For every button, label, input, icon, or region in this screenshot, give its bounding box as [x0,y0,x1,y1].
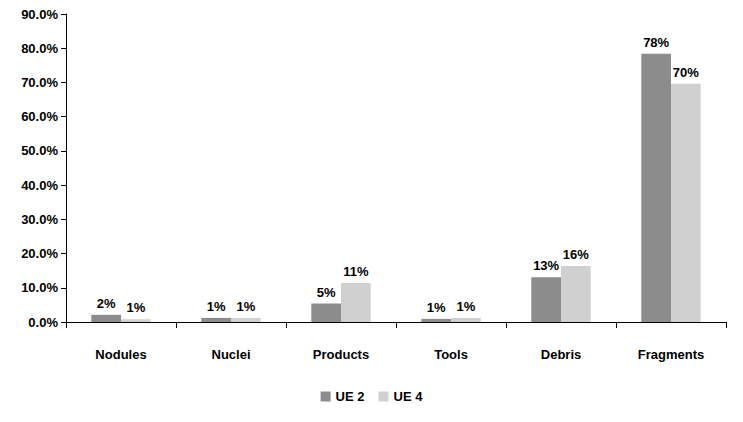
svg-text:Tools: Tools [434,347,468,362]
svg-text:1%: 1% [126,300,145,315]
svg-text:1%: 1% [456,299,475,314]
svg-text:5%: 5% [317,285,336,300]
svg-text:UE 2: UE 2 [336,389,365,404]
svg-text:2%: 2% [97,296,116,311]
svg-text:Nuclei: Nuclei [211,347,250,362]
svg-text:90.0%: 90.0% [21,7,58,22]
svg-text:70.0%: 70.0% [21,75,58,90]
svg-text:10.0%: 10.0% [21,280,58,295]
svg-text:Fragments: Fragments [638,347,704,362]
svg-text:20.0%: 20.0% [21,246,58,261]
svg-text:1%: 1% [427,300,446,315]
svg-text:0.0%: 0.0% [28,315,58,330]
svg-text:Products: Products [313,347,369,362]
svg-text:Debris: Debris [541,347,581,362]
svg-text:13%: 13% [533,258,559,273]
svg-text:60.0%: 60.0% [21,109,58,124]
svg-text:1%: 1% [207,299,226,314]
svg-text:50.0%: 50.0% [21,143,58,158]
svg-text:Nodules: Nodules [95,347,146,362]
svg-text:1%: 1% [236,299,255,314]
svg-text:40.0%: 40.0% [21,178,58,193]
svg-text:11%: 11% [343,264,369,279]
svg-text:70%: 70% [673,65,699,80]
svg-text:80.0%: 80.0% [21,41,58,56]
svg-text:78%: 78% [643,35,669,50]
svg-text:30.0%: 30.0% [21,212,58,227]
svg-text:16%: 16% [563,247,589,262]
svg-text:UE 4: UE 4 [394,389,424,404]
